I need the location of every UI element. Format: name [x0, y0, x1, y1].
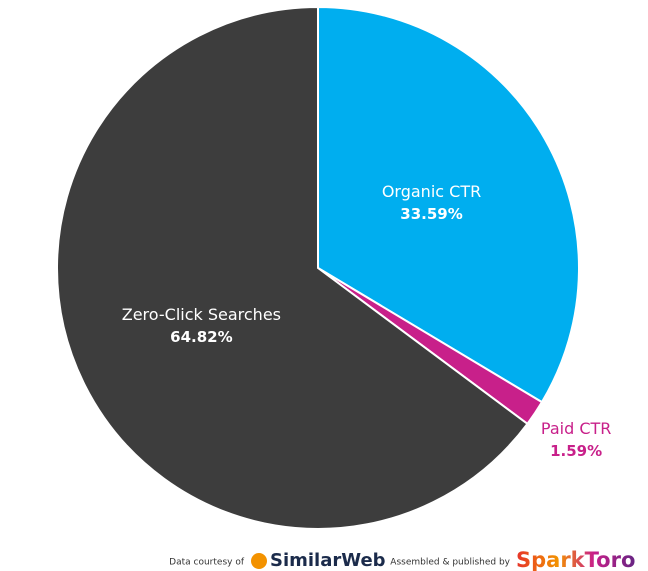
credit-text: Assembled & published by: [390, 558, 510, 568]
slice-label: Paid CTR: [541, 419, 611, 438]
value-label: 1.59%: [550, 442, 602, 460]
credits: Data courtesy of SimilarWeb Assembled & …: [169, 548, 635, 571]
slice-label: Organic CTR: [382, 182, 481, 201]
pie-slice: [317, 5, 580, 404]
pie: Organic CTR 33.59% Paid CTR 1.59% Zero-Click…: [56, 5, 611, 530]
similarweb-icon: [251, 553, 267, 569]
similarweb-logo: SimilarWeb: [270, 550, 386, 571]
pie-slice: [56, 5, 529, 530]
value-label: 64.82%: [170, 328, 232, 346]
slice-label: Zero-Click Searches: [122, 305, 281, 324]
sparktoro-logo: SparkToro: [516, 548, 635, 571]
value-label: 33.59%: [400, 205, 462, 223]
credit-text: Data courtesy of: [169, 558, 245, 568]
